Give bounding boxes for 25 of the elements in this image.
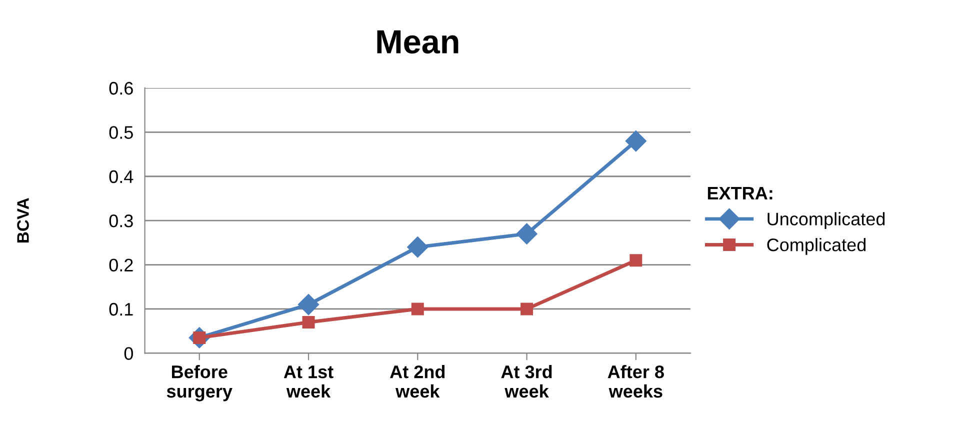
point [298, 294, 320, 316]
y-tick-label: 0.4 [109, 170, 134, 184]
point [625, 130, 646, 152]
y-tick-label: 0.2 [109, 258, 133, 272]
legend-label: Uncomplicated [768, 212, 885, 229]
y-tick-label: 0.5 [109, 126, 133, 139]
x-tick-label: Before surgery [166, 364, 232, 402]
point [302, 316, 315, 328]
y-tick-label: 0.3 [109, 214, 133, 228]
x-tick-label: At 2nd week [390, 364, 445, 398]
y-tick-label: 0.6 [109, 82, 133, 95]
point [516, 223, 538, 244]
legend-label: Complicated [767, 238, 866, 255]
y-tick-label: 0 [124, 347, 133, 360]
point [411, 302, 424, 316]
legend-title: EXTRA: [708, 186, 772, 200]
x-tick-label: After 8 weeks [608, 364, 664, 398]
x-tick-label: At 3rd week [501, 364, 552, 398]
point [407, 236, 428, 258]
y-tick-label: 0.1 [109, 302, 133, 316]
point [630, 254, 642, 267]
point [520, 302, 534, 316]
chart-title: Mean [377, 30, 458, 54]
x-tick-label: At 1st week [284, 366, 334, 398]
y-axis-title: BCVA [17, 198, 29, 242]
